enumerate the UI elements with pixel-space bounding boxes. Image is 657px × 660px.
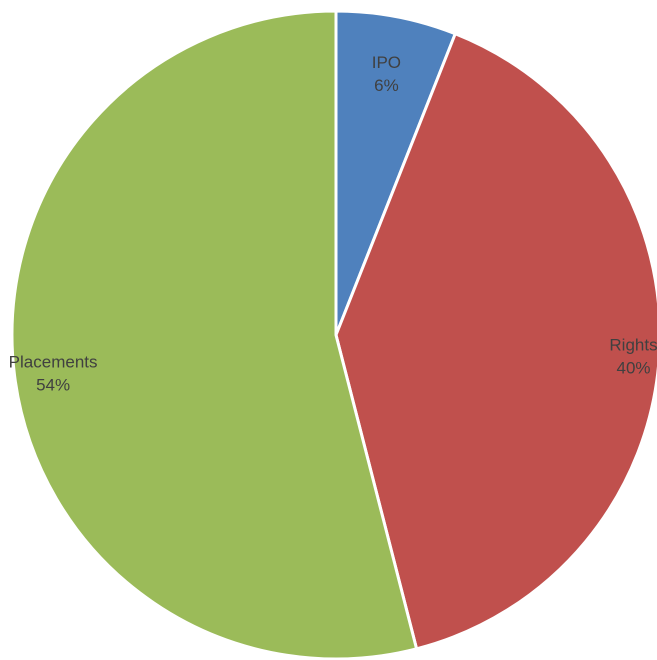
pie-slices <box>10 9 657 660</box>
slice-percent-ipo: 6% <box>374 76 399 95</box>
pie-slice-placements <box>10 9 419 660</box>
pie-slice-rights <box>334 32 657 651</box>
slice-label-ipo: IPO <box>372 53 401 72</box>
slice-percent-placements: 54% <box>36 376 70 395</box>
pie-slice-ipo <box>334 9 457 337</box>
pie-labels: IPO 6% Rights 40% Placements 54% <box>9 53 657 395</box>
slice-label-rights: Rights <box>609 336 657 355</box>
slice-label-placements: Placements <box>9 353 98 372</box>
slice-percent-rights: 40% <box>616 359 650 378</box>
